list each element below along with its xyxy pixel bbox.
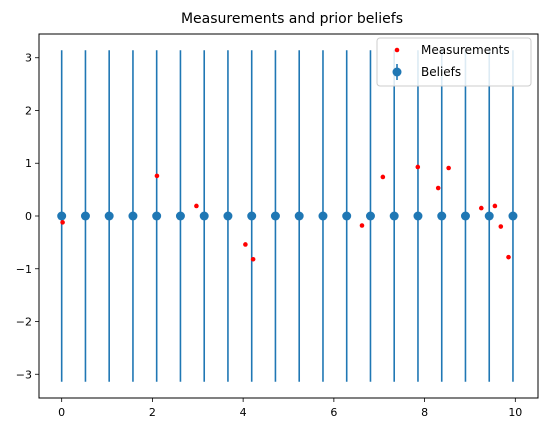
belief-point bbox=[460, 211, 470, 221]
measurement-point bbox=[478, 205, 484, 211]
belief-point bbox=[199, 211, 209, 221]
belief-point bbox=[342, 211, 352, 221]
measurement-point bbox=[154, 173, 160, 179]
measurement-point bbox=[492, 203, 498, 209]
belief-point bbox=[247, 211, 257, 221]
x-tick-label: 4 bbox=[240, 406, 247, 419]
measurement-point bbox=[498, 224, 504, 229]
belief-point bbox=[294, 211, 304, 221]
measurement-point bbox=[435, 185, 441, 191]
x-tick-label: 2 bbox=[149, 406, 156, 419]
belief-point bbox=[270, 211, 280, 221]
measurement-point bbox=[380, 174, 386, 180]
x-tick-label: 10 bbox=[508, 406, 522, 419]
measurement-point bbox=[415, 164, 421, 170]
measurement-point bbox=[506, 254, 511, 260]
belief-point bbox=[57, 211, 67, 221]
x-tick-label: 0 bbox=[58, 406, 65, 419]
belief-point bbox=[413, 211, 423, 221]
y-tick-label: −3 bbox=[16, 368, 32, 381]
y-tick-label: 0 bbox=[25, 210, 32, 223]
measurement-point bbox=[359, 223, 365, 228]
belief-point bbox=[104, 211, 114, 221]
measurement-point bbox=[60, 220, 65, 225]
legend-marker-measurements bbox=[394, 47, 400, 53]
belief-point bbox=[484, 211, 494, 221]
belief-point bbox=[437, 211, 447, 221]
y-tick-label: −2 bbox=[16, 316, 32, 329]
belief-point bbox=[223, 211, 233, 221]
axes-frame bbox=[38, 33, 539, 399]
x-tick-label: 6 bbox=[330, 406, 337, 419]
belief-point bbox=[175, 211, 185, 221]
belief-point bbox=[508, 211, 518, 221]
legend-label-beliefs: Beliefs bbox=[421, 65, 461, 79]
legend-marker-beliefs bbox=[392, 67, 402, 77]
legend: Measurements Beliefs bbox=[376, 37, 532, 87]
y-tick-label: 3 bbox=[25, 52, 32, 65]
belief-point bbox=[80, 211, 90, 221]
belief-point bbox=[318, 211, 328, 221]
x-tick-label: 8 bbox=[421, 406, 428, 419]
x-axis: 0 2 4 6 8 10 bbox=[58, 398, 522, 419]
measurement-point bbox=[446, 165, 451, 171]
plot-area bbox=[57, 50, 518, 382]
belief-point bbox=[389, 211, 399, 221]
y-tick-label: 2 bbox=[25, 104, 32, 117]
y-tick-label: −1 bbox=[16, 263, 32, 276]
belief-point bbox=[128, 211, 138, 221]
measurement-point bbox=[250, 256, 256, 262]
y-axis: −3 −2 −1 0 1 2 3 bbox=[16, 52, 39, 381]
measurement-point bbox=[243, 242, 248, 247]
belief-point bbox=[365, 211, 375, 221]
y-tick-label: 1 bbox=[25, 157, 32, 170]
chart-title: Measurements and prior beliefs bbox=[181, 11, 403, 27]
belief-point bbox=[152, 211, 162, 221]
measurement-point bbox=[194, 203, 199, 209]
legend-label-measurements: Measurements bbox=[421, 43, 510, 57]
legend-box bbox=[376, 37, 532, 87]
